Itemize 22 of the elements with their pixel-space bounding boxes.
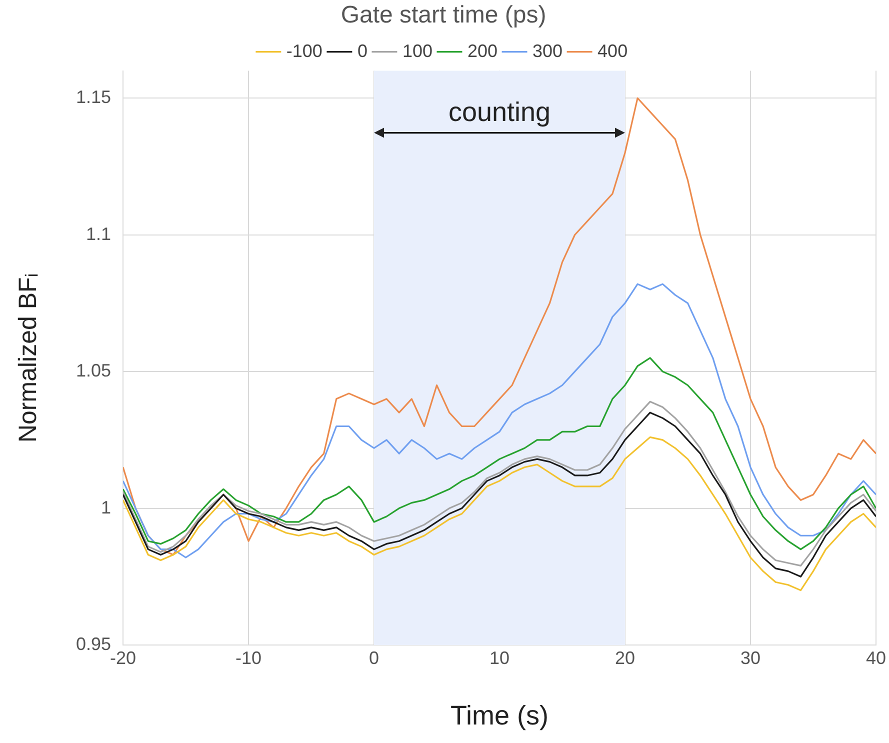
y-tick-label: 1.1 [86, 224, 112, 244]
legend-label: 0 [357, 40, 368, 61]
y-tick-label: 1 [101, 497, 112, 518]
y-tick-label: 0.95 [76, 634, 112, 654]
x-tick-label: 20 [614, 648, 636, 668]
x-tick-label: 40 [866, 648, 886, 668]
x-tick-label: 0 [369, 648, 380, 668]
legend-label: -100 [286, 40, 322, 61]
x-tick-label: 10 [489, 648, 510, 668]
y-axis-title: Normalized BFᵢ [14, 273, 42, 443]
x-tick-label: -10 [236, 648, 262, 668]
legend-label: 100 [402, 40, 432, 61]
y-tick-label: 1.15 [76, 87, 112, 108]
legend-title: Gate start time (ps) [340, 2, 546, 29]
legend-label: 200 [467, 40, 498, 61]
x-axis-title: Time (s) [450, 700, 549, 730]
legend-label: 300 [532, 40, 563, 61]
x-tick-label: 30 [740, 648, 761, 668]
band-label: counting [448, 96, 551, 127]
legend-label: 400 [598, 40, 628, 61]
y-tick-label: 1.05 [76, 360, 112, 381]
x-tick-label: -20 [110, 648, 136, 668]
